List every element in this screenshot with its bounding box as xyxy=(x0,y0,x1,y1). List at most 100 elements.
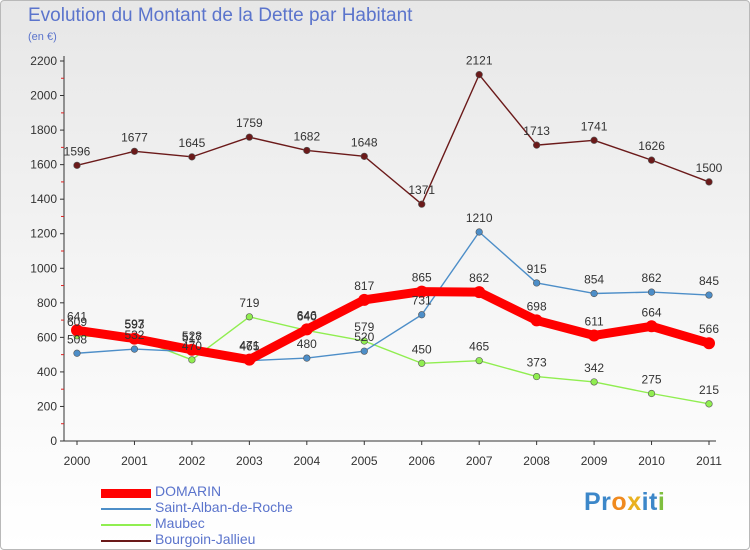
x-tick-label: 2003 xyxy=(236,454,263,468)
y-tick-label: 1400 xyxy=(30,192,57,206)
y-tick-label: 800 xyxy=(37,296,57,310)
data-point xyxy=(533,141,541,149)
y-tick-label: 0 xyxy=(50,434,57,448)
data-label: 2121 xyxy=(466,54,493,68)
data-label: 1713 xyxy=(523,124,550,138)
data-label: 817 xyxy=(354,279,374,293)
data-label: 1677 xyxy=(121,130,148,144)
chart-title: Evolution du Montant de la Dette par Hab… xyxy=(28,5,413,26)
data-point xyxy=(188,356,196,364)
data-label: 579 xyxy=(354,320,374,334)
data-point xyxy=(590,378,598,386)
data-label: 471 xyxy=(239,339,259,353)
legend-label: Maubec xyxy=(155,515,205,531)
data-label: 528 xyxy=(182,329,202,343)
x-tick-label: 2001 xyxy=(121,454,148,468)
series-line-0 xyxy=(72,287,714,365)
data-label: 641 xyxy=(67,309,87,323)
data-point xyxy=(243,353,256,366)
data-point xyxy=(360,337,368,345)
data-point xyxy=(415,285,428,298)
data-point xyxy=(533,372,541,381)
data-point xyxy=(71,324,83,337)
legend-swatch xyxy=(101,540,151,542)
x-tick-label: 2006 xyxy=(408,454,435,468)
data-label: 470 xyxy=(182,339,202,353)
data-label: 465 xyxy=(469,340,489,354)
data-point xyxy=(303,354,311,362)
data-label: 719 xyxy=(239,296,259,310)
x-tick-label: 2000 xyxy=(64,454,91,468)
data-label: 1759 xyxy=(236,116,263,130)
legend-swatch xyxy=(101,524,151,526)
chart-unit: (en €) xyxy=(28,31,57,43)
data-point xyxy=(475,357,483,365)
x-tick-label: 2010 xyxy=(638,454,665,468)
data-label: 465 xyxy=(239,340,259,354)
data-label: 640 xyxy=(297,309,317,323)
data-label: 611 xyxy=(585,314,604,328)
data-point xyxy=(73,349,81,357)
data-label: 480 xyxy=(297,337,317,351)
data-label: 215 xyxy=(699,383,719,397)
data-point xyxy=(73,161,81,169)
proxiti-logo: Proxiti xyxy=(584,488,666,516)
y-tick-label: 1200 xyxy=(30,227,57,241)
data-point xyxy=(530,314,543,327)
data-label: 342 xyxy=(584,361,604,375)
data-point xyxy=(647,288,656,296)
x-tick-label: 2004 xyxy=(293,454,320,468)
data-point xyxy=(130,345,139,353)
legend-swatch xyxy=(101,508,151,510)
data-point xyxy=(645,320,658,333)
x-tick-label: 2009 xyxy=(581,454,608,468)
data-label: 646 xyxy=(297,308,317,322)
data-label: 1648 xyxy=(351,135,378,149)
data-point xyxy=(130,147,139,155)
data-point xyxy=(188,153,196,161)
data-point xyxy=(418,200,426,208)
data-point xyxy=(360,152,368,160)
data-label: 597 xyxy=(124,317,144,331)
data-point xyxy=(128,332,141,345)
data-point xyxy=(300,323,313,336)
data-point xyxy=(703,337,715,350)
series-line-3 xyxy=(76,73,710,205)
data-label: 862 xyxy=(642,271,662,285)
data-label: 517 xyxy=(182,331,202,345)
data-label: 865 xyxy=(412,271,432,285)
y-tick-label: 600 xyxy=(37,330,57,344)
data-point xyxy=(588,329,601,342)
y-tick-label: 2200 xyxy=(30,54,57,68)
data-label: 1682 xyxy=(293,129,320,143)
data-label: 450 xyxy=(412,342,432,356)
data-label: 854 xyxy=(584,272,604,286)
data-label: 566 xyxy=(699,322,719,336)
y-tick-label: 2000 xyxy=(30,89,57,103)
data-label: 1741 xyxy=(581,119,608,133)
data-label: 1210 xyxy=(466,211,493,225)
data-point xyxy=(360,347,368,355)
data-point xyxy=(418,311,426,319)
data-point xyxy=(358,293,371,306)
legend-swatch xyxy=(101,488,151,498)
data-label: 532 xyxy=(124,328,144,342)
data-label: 373 xyxy=(527,356,547,370)
line-chart: 0 200 400 600 800 1000 1200 1400 1600 1800 2000 220… xyxy=(30,54,723,468)
data-label: 1626 xyxy=(638,139,665,153)
data-label: 508 xyxy=(67,332,87,346)
x-tick-label: 2002 xyxy=(179,454,206,468)
y-tick-label: 1600 xyxy=(30,158,57,172)
data-point xyxy=(533,279,541,287)
data-label: 731 xyxy=(412,294,432,308)
x-tick-label: 2005 xyxy=(351,454,378,468)
y-tick-label: 1800 xyxy=(30,123,57,137)
data-label: 1500 xyxy=(696,161,723,175)
data-label: 1371 xyxy=(408,183,435,197)
data-point xyxy=(705,400,713,408)
data-point xyxy=(185,343,198,356)
x-tick-label: 2011 xyxy=(696,454,722,468)
x-tick-label: 2008 xyxy=(523,454,550,468)
y-tick-label: 1000 xyxy=(30,261,57,275)
